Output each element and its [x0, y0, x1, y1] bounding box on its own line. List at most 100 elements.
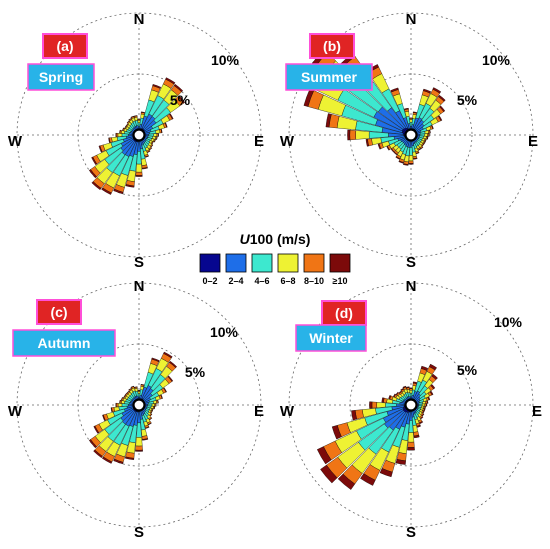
direction-e: E: [528, 133, 538, 150]
legend-label-5: ≥10: [333, 276, 348, 286]
sector-14-bin-5: [149, 417, 153, 421]
sector-17-bin-3: [141, 158, 147, 166]
sector-15-bin-5: [419, 421, 424, 425]
sector-21-bin-5: [360, 473, 376, 486]
sector-18-bin-4: [135, 445, 143, 451]
panel-summer: N E S W 5% 10% (b) Summer: [280, 11, 538, 271]
legend-label-3: 6–8: [280, 276, 295, 286]
sector-16-bin-5: [145, 426, 150, 429]
direction-e: E: [532, 403, 542, 420]
sector-8-bin-5: [157, 399, 159, 404]
direction-e: E: [254, 403, 264, 420]
season-tag-label: Spring: [39, 69, 83, 85]
sector-27-bin-3: [355, 130, 370, 140]
season-tag-box: [295, 324, 367, 352]
sector-17-bin-5: [413, 157, 418, 160]
sector-27-bin-5: [369, 401, 373, 409]
panel-spring: N E S W 5% 10% (a) Spring: [8, 11, 264, 271]
sector-1-bin-5: [412, 381, 418, 384]
legend-label-1: 2–4: [228, 276, 243, 286]
center-hub: [132, 398, 146, 412]
sector-18-bin-4: [408, 160, 414, 164]
sector-13-bin-5: [149, 413, 153, 417]
sector-4-bin-5: [169, 360, 178, 368]
legend-label-0: 0–2: [202, 276, 217, 286]
sector-23-bin-5: [390, 148, 395, 153]
sector-4-bin-5: [438, 94, 446, 102]
sector-16-bin-5: [415, 152, 420, 155]
sector-5-bin-5: [167, 375, 174, 382]
sector-6-bin-5: [429, 390, 434, 396]
sector-9-bin-3: [424, 133, 428, 137]
sector-21-bin-5: [101, 187, 112, 195]
panel-tag-box: [36, 299, 82, 325]
panel-autumn: N E S W 5% 10% (c) Autumn: [8, 278, 264, 541]
direction-s: S: [134, 254, 144, 271]
season-tag-label: Autumn: [38, 335, 91, 351]
sector-32-bin-5: [398, 390, 402, 394]
sector-18-bin-3: [408, 155, 414, 162]
sector-19-bin-5: [403, 163, 409, 166]
sector-26-bin-5: [110, 407, 113, 413]
sector-27-bin-4: [349, 129, 357, 141]
ring-label-10: 10%: [210, 324, 239, 340]
sector-15-bin-5: [148, 422, 152, 426]
sector-17-bin-5: [413, 434, 420, 439]
panel-tag-label: (c): [50, 304, 67, 320]
panel-tag-box: [42, 33, 88, 59]
sector-9-bin-3: [153, 133, 158, 137]
legend-swatch-5: [329, 253, 351, 273]
sector-14-bin-5: [420, 416, 424, 420]
sector-31-bin-5: [124, 392, 128, 396]
ring-label-10: 10%: [494, 314, 523, 330]
legend-swatches: [199, 253, 351, 273]
direction-e: E: [254, 133, 264, 150]
sector-18-bin-5: [135, 175, 143, 177]
sector-26-bin-5: [108, 137, 111, 143]
panel-tag-label: (a): [56, 38, 73, 54]
sector-19-bin-5: [395, 459, 406, 465]
sector-9-bin-5: [428, 133, 430, 137]
wind-sectors: [316, 363, 438, 490]
sector-32-bin-5: [126, 390, 130, 394]
sector-0-bin-5: [409, 117, 413, 119]
sector-24-bin-5: [316, 446, 332, 465]
sector-15-bin-5: [417, 148, 422, 151]
season-tag-label: Winter: [309, 330, 353, 346]
legend-swatch-1: [225, 253, 247, 273]
sector-8-bin-5: [429, 129, 431, 134]
legend-labels: 0–2 2–4 4–6 6–8 8–10 ≥10: [202, 276, 347, 286]
sector-28-bin-5: [325, 113, 332, 128]
sector-25-bin-5: [331, 425, 342, 440]
season-tag-box: [12, 329, 116, 357]
sector-30-bin-5: [124, 125, 127, 129]
sector-9-bin-4: [424, 403, 427, 407]
sector-34-bin-5: [130, 385, 135, 388]
sector-14-bin-5: [420, 146, 424, 150]
sector-10-bin-5: [424, 406, 426, 409]
sector-18-bin-4: [407, 441, 415, 448]
sector-9-bin-5: [157, 133, 159, 137]
sector-35-bin-5: [133, 115, 138, 117]
sector-27-bin-3: [117, 403, 123, 407]
sector-23-bin-5: [320, 464, 338, 484]
grid-ring-10: [288, 282, 534, 528]
sector-0-bin-3: [409, 119, 413, 123]
sector-9-bin-3: [151, 403, 155, 407]
sector-3-bin-5: [432, 87, 442, 94]
legend-swatch-0: [199, 253, 221, 273]
panel-winter: N E S W 5% 10% (d) Winter: [280, 278, 542, 541]
sector-25-bin-5: [98, 145, 103, 153]
sector-35-bin-5: [403, 107, 409, 110]
sector-9-bin-4: [427, 133, 430, 137]
sector-15-bin-5: [147, 150, 151, 153]
sector-25-bin-5: [102, 414, 106, 422]
sector-0-bin-3: [137, 391, 141, 394]
direction-n: N: [406, 278, 417, 295]
sector-33-bin-5: [128, 118, 132, 121]
sector-2-bin-5: [152, 84, 162, 89]
sector-1-bin-5: [412, 111, 418, 114]
direction-n: N: [406, 11, 417, 28]
sector-19-bin-5: [124, 456, 135, 460]
sector-22-bin-5: [91, 181, 102, 191]
